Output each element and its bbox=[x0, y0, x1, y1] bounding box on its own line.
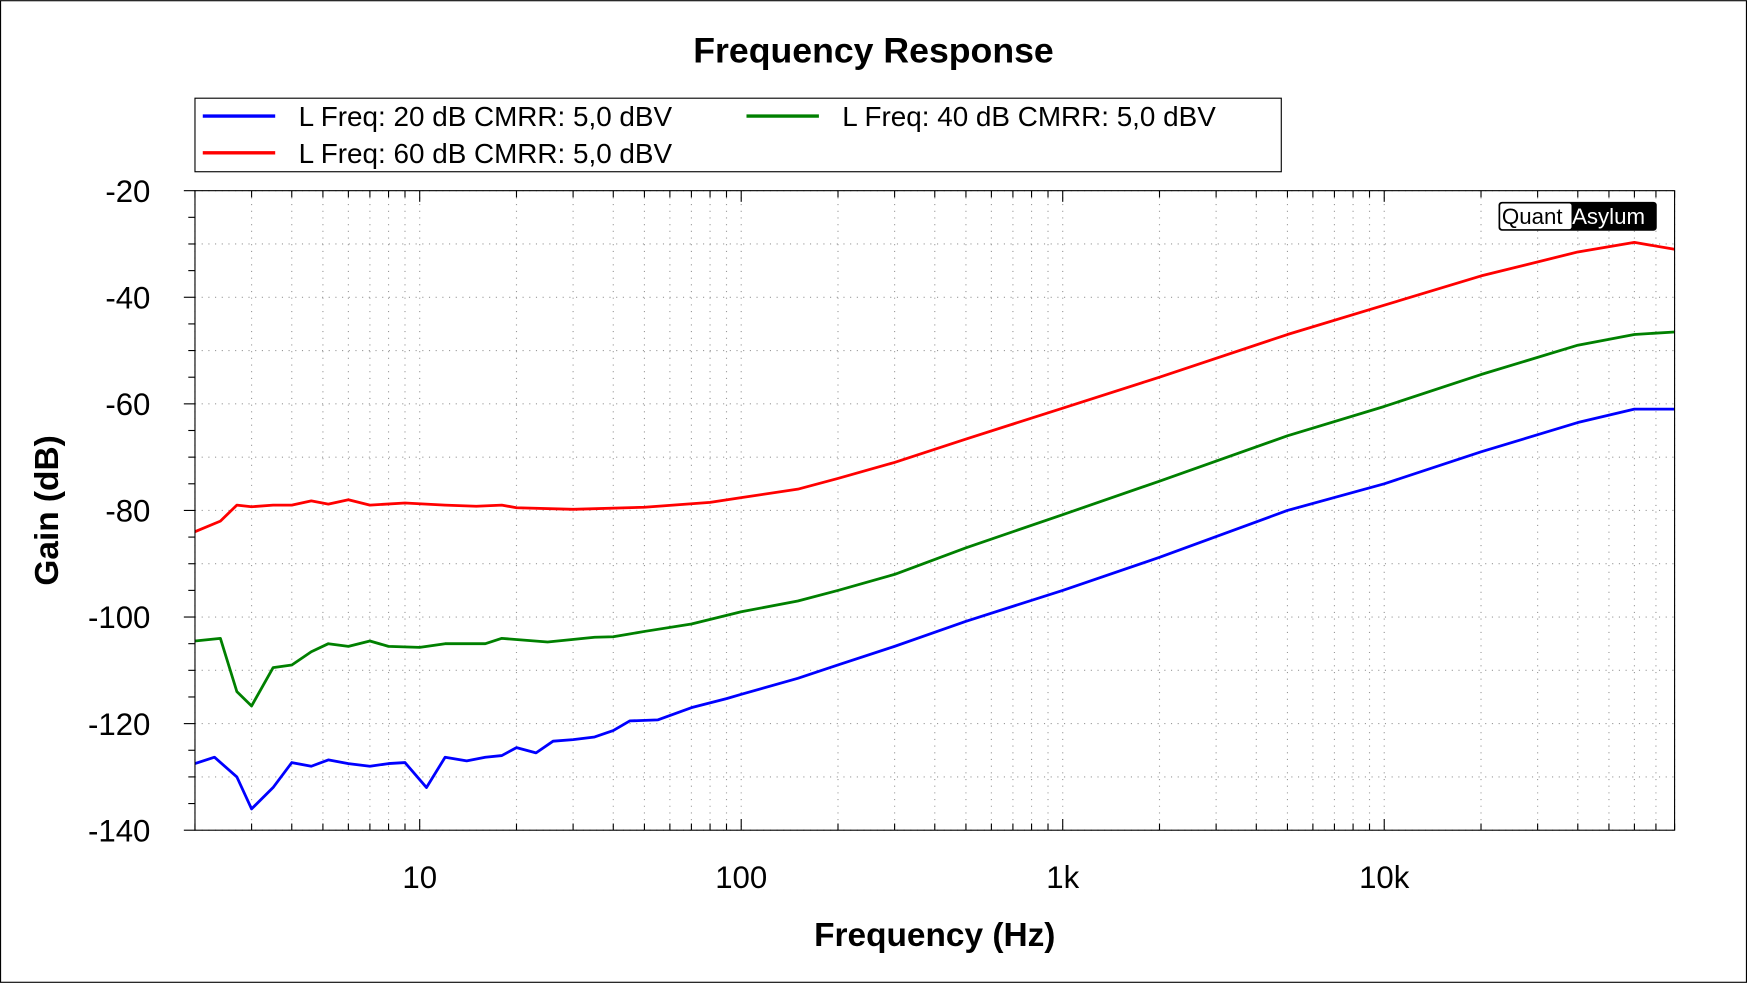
y-tick-label: -40 bbox=[105, 280, 150, 315]
legend-label: L Freq: 20 dB CMRR: 5,0 dBV bbox=[299, 101, 673, 132]
watermark-asylum: Asylum bbox=[1572, 204, 1645, 229]
y-tick-label: -80 bbox=[105, 494, 150, 529]
watermark-quant: Quant bbox=[1502, 204, 1563, 229]
series-line bbox=[194, 330, 1675, 708]
series-group bbox=[194, 240, 1675, 811]
legend-label: L Freq: 40 dB CMRR: 5,0 dBV bbox=[842, 101, 1216, 132]
series-line bbox=[194, 407, 1675, 811]
y-tick-label: -20 bbox=[105, 174, 150, 209]
chart-title: Frequency Response bbox=[693, 31, 1053, 71]
y-tick-label: -100 bbox=[88, 600, 150, 635]
watermark: Quant Asylum bbox=[1498, 201, 1657, 231]
y-tick-label: -120 bbox=[88, 707, 150, 742]
legend-label: L Freq: 60 dB CMRR: 5,0 dBV bbox=[299, 138, 673, 169]
y-axis-label: Gain (dB) bbox=[29, 435, 66, 585]
y-tick-label: -60 bbox=[105, 387, 150, 422]
legend: L Freq: 20 dB CMRR: 5,0 dBV L Freq: 40 dB… bbox=[194, 97, 1282, 173]
x-tick-label: 10 bbox=[402, 860, 437, 895]
y-tick-label: -140 bbox=[88, 813, 150, 848]
axes: 10 100 1k 10k -20 -40 -60 -80 -100 -120 -140 bbox=[88, 174, 1676, 895]
series-line bbox=[194, 240, 1675, 534]
x-tick-label: 100 bbox=[715, 860, 767, 895]
x-axis-label: Frequency (Hz) bbox=[814, 917, 1055, 954]
x-tick-label: 1k bbox=[1046, 860, 1079, 895]
x-tick-label: 10k bbox=[1359, 860, 1410, 895]
